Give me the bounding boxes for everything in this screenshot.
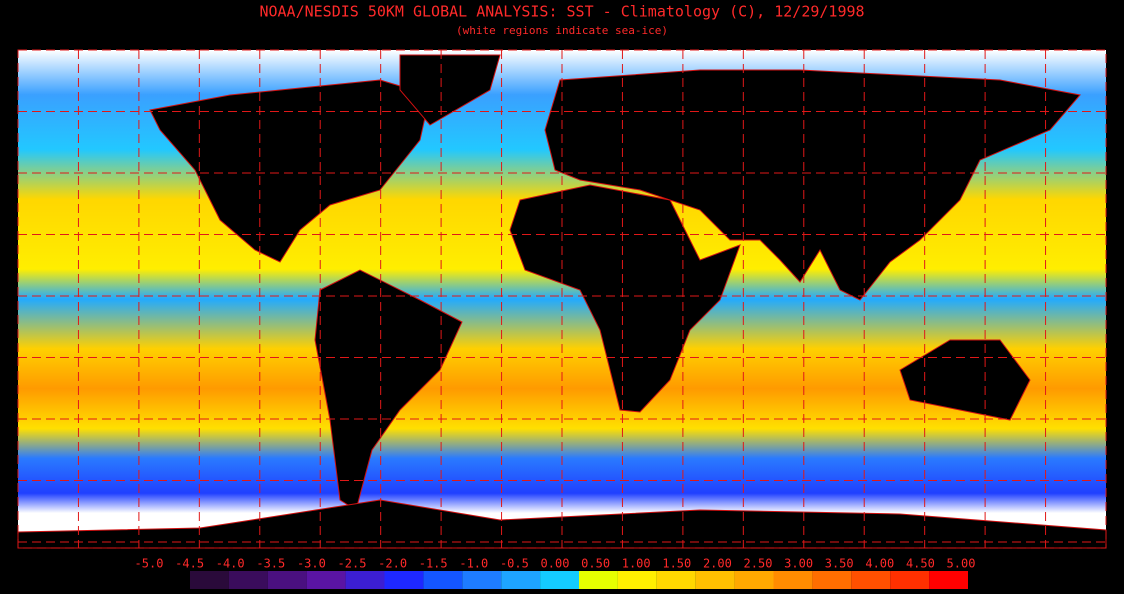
legend-tick-label: 2.00 (703, 557, 732, 571)
legend-tick-label: -3.5 (256, 557, 285, 571)
legend-tick-label: -4.5 (175, 557, 204, 571)
legend-swatch (462, 571, 502, 589)
title: NOAA/NESDIS 50KM GLOBAL ANALYSIS: SST - … (259, 3, 864, 21)
legend-swatch (929, 571, 968, 589)
legend-tick-label: 4.50 (906, 557, 935, 571)
greenland (399, 54, 501, 126)
legend-swatch (579, 571, 618, 589)
legend-tick-label: -2.5 (338, 557, 367, 571)
legend-tick-label: 2.50 (744, 557, 773, 571)
australia (899, 339, 1031, 421)
legend-tick-label: 1.50 (662, 557, 691, 571)
land (17, 54, 1107, 549)
legend-tick-label: -2.0 (378, 557, 407, 571)
legend-tick-label: 4.00 (865, 557, 894, 571)
map-frame (17, 49, 1107, 549)
legend-tick-label: -4.0 (216, 557, 245, 571)
legend-swatch (617, 571, 657, 589)
legend-tick-label: 3.00 (784, 557, 813, 571)
legend-tick-label: -3.0 (297, 557, 326, 571)
legend-tick-label: -0.5 (500, 557, 529, 571)
south-america (314, 269, 463, 511)
legend-swatch (890, 571, 930, 589)
legend-swatch (267, 571, 307, 589)
legend-swatch (851, 571, 891, 589)
legend-tick-label: -5.0 (135, 557, 164, 571)
legend-swatch (695, 571, 735, 589)
legend-tick-label: 5.00 (947, 557, 976, 571)
legend-tick-label: 0.50 (581, 557, 610, 571)
legend-tick-label: 3.50 (825, 557, 854, 571)
legend-swatch (423, 571, 463, 589)
legend-swatch (734, 571, 774, 589)
legend-swatch (773, 571, 813, 589)
legend-tick-label: 1.00 (622, 557, 651, 571)
eurasia (544, 69, 1081, 301)
legend-swatch (306, 571, 346, 589)
legend-swatch (384, 571, 424, 589)
legend-tick-label: 0.00 (541, 557, 570, 571)
legend-swatch (812, 571, 852, 589)
legend-swatch (345, 571, 385, 589)
legend-swatch (228, 571, 268, 589)
color-legend: -5.0 -4.5 -4.0 -3.5 -3.0 -2.5 -2.0 -1.5 -1.0 -0.5… (135, 557, 976, 589)
africa (509, 184, 741, 413)
map (17, 49, 1107, 549)
legend-swatch (190, 571, 229, 589)
legend-tick-label: -1.0 (459, 557, 488, 571)
legend-swatch (540, 571, 579, 589)
legend-swatch (501, 571, 541, 589)
legend-swatch (656, 571, 696, 589)
subtitle: (white regions indicate sea-ice) (456, 24, 668, 37)
legend-tick-label: -1.5 (419, 557, 448, 571)
